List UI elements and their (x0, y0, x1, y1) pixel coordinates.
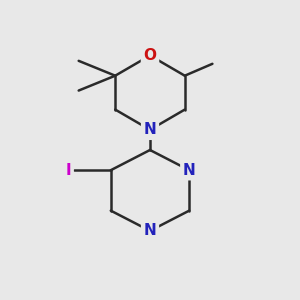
Text: I: I (65, 163, 71, 178)
Text: O: O (143, 48, 157, 63)
Text: N: N (144, 223, 156, 238)
Text: N: N (144, 122, 156, 137)
Text: N: N (183, 163, 196, 178)
